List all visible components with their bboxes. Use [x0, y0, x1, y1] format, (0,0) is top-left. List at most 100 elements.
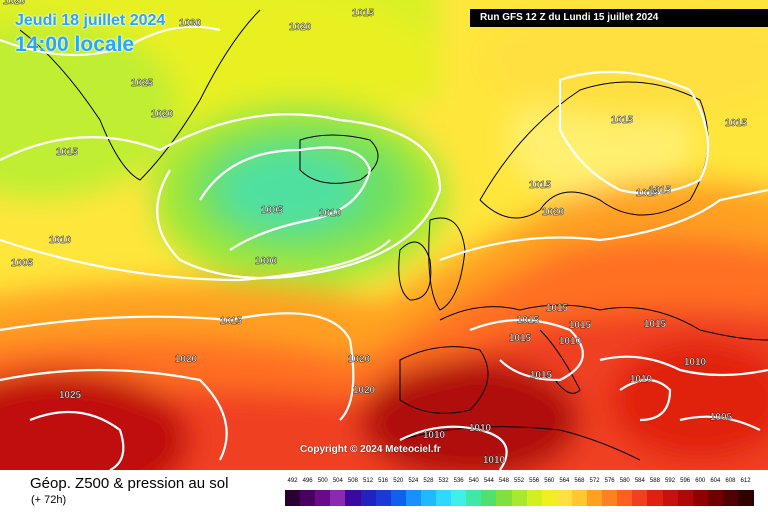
legend-swatch [436, 490, 452, 506]
isobar-label: 1015 [529, 180, 552, 191]
isobar-label: 1015 [725, 118, 748, 129]
legend-swatch [738, 490, 754, 506]
geopotential-field [0, 0, 768, 470]
isobar-label: 1015 [352, 8, 375, 19]
legend-swatch [541, 490, 558, 506]
legend-label: 596 [680, 478, 691, 484]
legend-label: 552 [514, 478, 525, 484]
isobar-label: 1015 [649, 185, 672, 196]
isobar-label: 1000 [255, 256, 278, 267]
legend-swatch [632, 490, 648, 506]
isobar-label: 1015 [644, 319, 667, 330]
legend-swatch [722, 490, 739, 506]
isobar-label: 1020 [3, 0, 26, 7]
legend-label: 588 [649, 478, 660, 484]
legend-label: 592 [665, 478, 676, 484]
footer: Géop. Z500 & pression au sol (+ 72h) 492… [0, 470, 768, 512]
isobar-label: 1015 [611, 115, 634, 126]
legend-label: 536 [453, 478, 464, 484]
isobar-label: 1020 [289, 22, 312, 33]
legend-label: 612 [740, 478, 751, 484]
legend-swatch [556, 490, 573, 506]
isobar-labels: 1020 1030 1020 1015 1025 1020 1015 1010 1005 1005… [3, 0, 748, 466]
isobar-label: 1015 [220, 316, 243, 327]
isobar-lines [0, 25, 768, 470]
italy-coast [539, 329, 581, 394]
legend-swatch [360, 490, 377, 506]
legend-label: 604 [710, 478, 721, 484]
legend-label: 600 [695, 478, 706, 484]
isobar-label: 1025 [59, 390, 82, 401]
isobar-label: 1015 [546, 303, 569, 314]
isobar-label: 1015 [517, 315, 540, 326]
legend-swatch [451, 490, 467, 506]
legend-swatch [390, 490, 407, 506]
legend-swatch [677, 490, 694, 506]
legend-swatch [511, 490, 528, 506]
isobar-label: 1005 [11, 258, 34, 269]
legend-label: 492 [287, 478, 298, 484]
footer-subtitle: (+ 72h) [31, 494, 67, 506]
legend-swatch [285, 490, 301, 506]
legend-label: 496 [302, 478, 313, 484]
legend-swatch [587, 490, 603, 506]
isobar-label: 1005 [261, 205, 284, 216]
isobar-label: 1010 [559, 336, 582, 347]
legend-label: 556 [529, 478, 540, 484]
greenland-coast [19, 9, 261, 181]
legend-labels: 492 496 500 504 508 512 516 520 524 528 532 536 540 5… [280, 478, 751, 488]
legend-label: 572 [589, 478, 600, 484]
legend-label: 560 [544, 478, 555, 484]
isobar-label: 1020 [353, 385, 376, 396]
legend-label: 504 [332, 478, 343, 484]
isobar-label: 1020 [175, 354, 198, 365]
isobar-label: 1020 [542, 207, 565, 218]
run-banner: Run GFS 12 Z du Lundi 15 juillet 2024 [470, 9, 768, 27]
iberia-coast [399, 346, 489, 414]
legend-swatch [466, 490, 482, 506]
legend-swatch [662, 490, 679, 506]
isobar-label: 1010 [684, 357, 707, 368]
legend-label: 500 [317, 478, 328, 484]
legend-swatch [345, 490, 361, 506]
isobar-label: 1015 [509, 333, 532, 344]
isobar-label: 1010 [630, 374, 653, 385]
legend-label: 564 [559, 478, 570, 484]
legend-swatch [315, 490, 331, 506]
legend-label: 540 [468, 478, 479, 484]
legend-swatch [617, 490, 633, 506]
legend-swatch [602, 490, 618, 506]
legend-label: 576 [604, 478, 615, 484]
legend-swatch [647, 490, 663, 506]
legend-swatch [375, 490, 392, 506]
legend-label: 568 [574, 478, 585, 484]
legend-label: 532 [438, 478, 449, 484]
isobar-label: 1015 [56, 147, 79, 158]
africa-coast [399, 426, 641, 461]
isobar-label: 1010 [319, 208, 342, 219]
legend-label: 580 [619, 478, 630, 484]
weather-map: 1020 1030 1020 1015 1025 1020 1015 1010 1005 1005… [0, 0, 768, 470]
legend-swatch [526, 490, 543, 506]
iceland-coast [299, 134, 379, 184]
legend-swatch [496, 490, 512, 506]
legend-color-bar [285, 490, 754, 506]
isobar-label: 1010 [49, 235, 72, 246]
legend-label: 544 [483, 478, 494, 484]
isobar-label: 1015 [530, 370, 553, 381]
legend-label: 584 [634, 478, 645, 484]
legend-label: 520 [393, 478, 404, 484]
isobar-label: 1020 [348, 354, 371, 365]
legend-swatch [707, 490, 724, 506]
isobar-label: 1025 [131, 78, 154, 89]
legend-label: 608 [725, 478, 736, 484]
ireland-coast [398, 241, 432, 301]
map-canvas: 1020 1030 1020 1015 1025 1020 1015 1010 1005 1005… [0, 0, 768, 470]
isobar-label: 1005 [710, 412, 733, 423]
isobar-label: 1030 [179, 18, 202, 29]
legend-swatch [405, 490, 422, 506]
legend-label: 508 [347, 478, 358, 484]
legend-swatch [300, 490, 316, 506]
britain-coast [428, 217, 466, 311]
legend-swatch [692, 490, 709, 506]
